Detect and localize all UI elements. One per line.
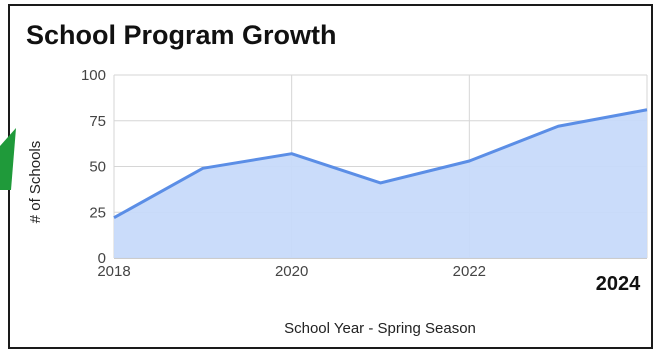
y-tick-label-25: 25 xyxy=(89,204,106,221)
x-axis-label: School Year - Spring Season xyxy=(284,320,476,337)
green-arrow-icon xyxy=(0,128,16,190)
y-tick-label-50: 50 xyxy=(89,159,106,176)
y-axis-ticks: 0 25 50 75 100 xyxy=(81,67,106,267)
x-axis-ticks: 2018 2020 2022 2024 xyxy=(97,263,641,295)
x-tick-label-emphasized: 2024 xyxy=(596,273,641,295)
x-tick-label-2022: 2022 xyxy=(453,263,486,280)
y-tick-label-75: 75 xyxy=(89,113,106,130)
y-axis-label: # of Schools xyxy=(27,141,44,224)
area-series xyxy=(113,108,648,259)
y-tick-label-0: 0 xyxy=(98,250,106,267)
x-tick-label-2018: 2018 xyxy=(97,263,130,280)
y-tick-label-100: 100 xyxy=(81,67,106,84)
x-tick-label-2020: 2020 xyxy=(275,263,308,280)
chart-title: School Program Growth xyxy=(26,20,337,50)
